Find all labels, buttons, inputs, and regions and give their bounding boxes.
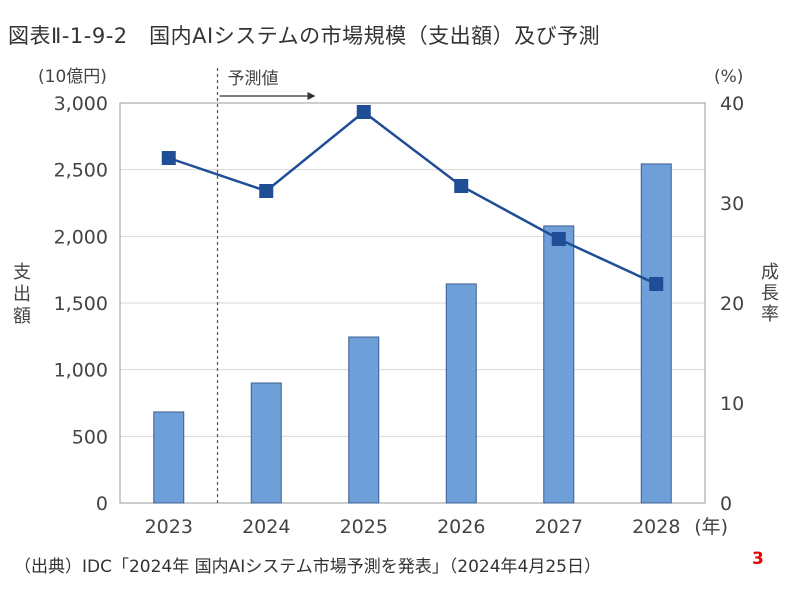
right-tick-label: 40 bbox=[720, 93, 744, 115]
growth-marker-2025 bbox=[356, 105, 371, 119]
x-tick-label: 2025 bbox=[340, 516, 388, 538]
x-tick-label: 2023 bbox=[145, 516, 193, 538]
x-tick-label: 2024 bbox=[242, 516, 290, 538]
bar-2028 bbox=[640, 163, 672, 504]
bar-2024 bbox=[250, 382, 282, 504]
left-axis-unit: (10億円) bbox=[38, 67, 107, 87]
x-unit: (年) bbox=[694, 516, 728, 538]
x-tick-label: 2027 bbox=[535, 516, 583, 538]
right-tick-label: 10 bbox=[720, 393, 744, 415]
right-tick-label: 20 bbox=[720, 293, 744, 315]
growth-rate-line bbox=[168, 110, 657, 286]
x-tick-label: 2026 bbox=[437, 516, 485, 538]
left-tick-label: 3,000 bbox=[54, 93, 108, 115]
plot-frame bbox=[119, 102, 706, 504]
growth-marker-2028 bbox=[649, 277, 664, 291]
left-tick-label: 2,500 bbox=[54, 160, 108, 182]
left-axis-label-char: 出 bbox=[13, 284, 31, 305]
left-tick-label: 2,000 bbox=[54, 226, 108, 248]
right-tick-label: 0 bbox=[720, 493, 732, 515]
growth-marker-2027 bbox=[551, 232, 566, 246]
right-axis-label: 成長率 bbox=[758, 262, 779, 325]
source-note: （出典）IDC「2024年 国内AIシステム市場予測を発表」（2024年4月25… bbox=[14, 557, 601, 577]
bar-2026 bbox=[445, 283, 477, 504]
bar-2027 bbox=[543, 225, 575, 504]
bar-2023 bbox=[153, 411, 185, 504]
right-axis-unit: (%) bbox=[714, 67, 743, 87]
x-tick-label: 2028 bbox=[632, 516, 680, 538]
left-axis-label-char: 額 bbox=[13, 306, 31, 327]
right-tick-label: 30 bbox=[720, 193, 744, 215]
left-tick-label: 0 bbox=[96, 493, 108, 515]
chart-title: 図表Ⅱ-1-9-2 国内AIシステムの市場規模（支出額）及び予測 bbox=[8, 24, 601, 48]
forecast-arrow-head bbox=[307, 92, 316, 100]
growth-marker-2023 bbox=[161, 151, 176, 165]
page-number: 3 bbox=[752, 549, 764, 569]
left-tick-label: 500 bbox=[72, 426, 108, 448]
growth-marker-2024 bbox=[259, 184, 274, 198]
left-tick-label: 1,500 bbox=[54, 293, 108, 315]
left-axis-label-char: 支 bbox=[13, 262, 31, 283]
left-tick-label: 1,000 bbox=[54, 360, 108, 382]
bar-2025 bbox=[348, 336, 380, 504]
forecast-annotation: 予測値 bbox=[228, 69, 279, 89]
growth-marker-2026 bbox=[454, 179, 469, 193]
